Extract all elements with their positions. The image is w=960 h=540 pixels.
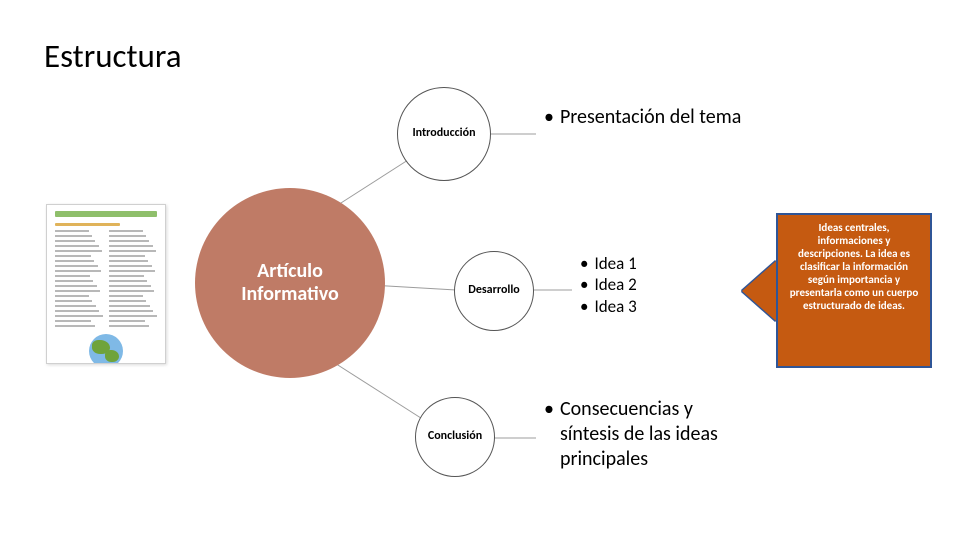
callout-arrow <box>742 261 776 321</box>
bullet-text: Idea 3 <box>594 296 636 317</box>
bullet-dot: • <box>544 397 554 472</box>
node-intro: Introducción <box>397 87 491 181</box>
main-node-label-2: Informativo <box>241 283 339 306</box>
document-thumbnail <box>46 204 166 364</box>
main-node-articulo-informativo: Artículo Informativo <box>195 188 385 378</box>
bullets-intro: •Presentación del tema <box>544 105 741 130</box>
node-desarrollo-label: Desarrollo <box>468 284 520 298</box>
bullet-dot: • <box>580 296 588 317</box>
callout-text: Ideas centrales, informaciones y descrip… <box>790 221 919 312</box>
node-conclusion: Conclusión <box>415 397 495 477</box>
bullets-conclusion: •Consecuencias y síntesis de las ideas p… <box>544 397 729 472</box>
node-conclusion-label: Conclusión <box>428 430 482 444</box>
bullet-dot: • <box>580 253 588 274</box>
bullet-text: Idea 1 <box>594 253 636 274</box>
node-desarrollo: Desarrollo <box>454 251 534 331</box>
node-intro-label: Introducción <box>412 127 475 141</box>
main-node-label-1: Artículo <box>241 260 339 283</box>
bullet-dot: • <box>544 105 554 130</box>
bullet-text: Presentación del tema <box>560 105 741 130</box>
bullet-dot: • <box>580 274 588 295</box>
slide-stage: Estructura Artículo Informativo Introduc… <box>0 0 960 540</box>
bullets-desarrollo: • Idea 1 • Idea 2 • Idea 3 <box>580 253 637 317</box>
callout-box: Ideas centrales, informaciones y descrip… <box>776 213 932 368</box>
page-title: Estructura <box>44 36 182 76</box>
bullet-text: Idea 2 <box>594 274 636 295</box>
bullet-text: Consecuencias y síntesis de las ideas pr… <box>560 397 729 472</box>
